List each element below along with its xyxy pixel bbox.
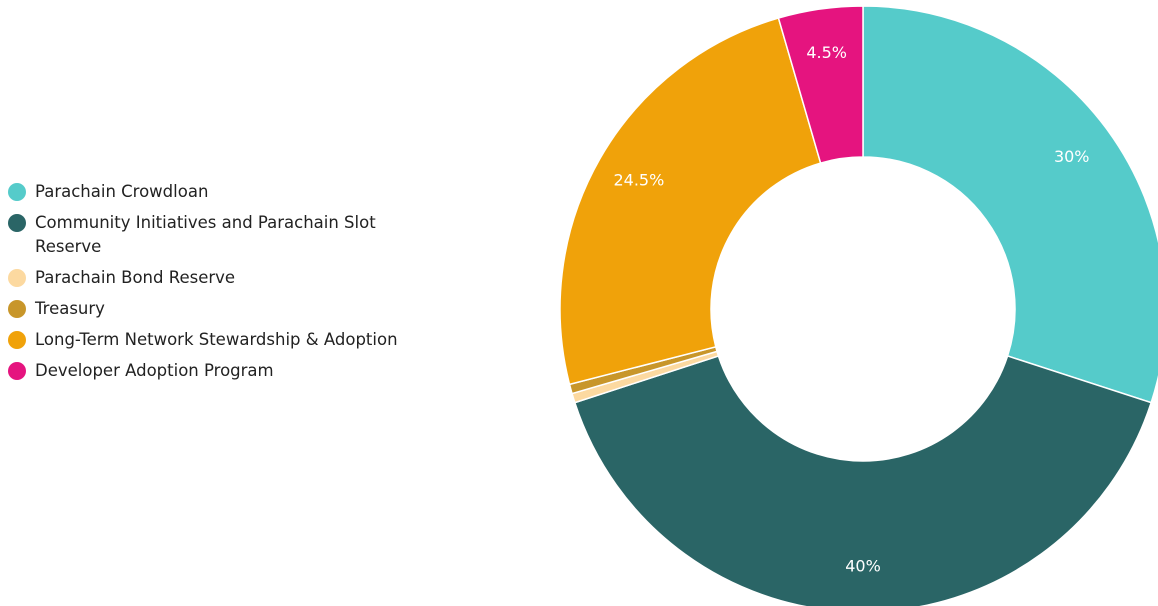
legend-swatch xyxy=(8,362,26,380)
legend-item: Long-Term Network Stewardship & Adoption xyxy=(8,328,438,352)
data-label: 30% xyxy=(1054,147,1090,166)
legend-item: Parachain Crowdloan xyxy=(8,180,438,204)
legend-label: Parachain Bond Reserve xyxy=(35,268,236,287)
donut-slice xyxy=(777,5,864,164)
data-label: 40% xyxy=(845,557,881,576)
legend-item: Treasury xyxy=(8,297,438,321)
legend-item: Community Initiatives and Parachain Slot… xyxy=(8,211,438,259)
donut-slice xyxy=(559,17,822,386)
donut-slice xyxy=(573,355,1153,606)
legend-item: Parachain Bond Reserve xyxy=(8,266,438,290)
legend-swatch xyxy=(8,214,26,232)
legend: Parachain Crowdloan Community Initiatives… xyxy=(8,180,438,390)
legend-swatch xyxy=(8,269,26,287)
legend-label: Parachain Crowdloan xyxy=(35,182,209,201)
data-label: 24.5% xyxy=(613,171,664,190)
data-label: 4.5% xyxy=(806,43,847,62)
legend-swatch xyxy=(8,300,26,318)
legend-item: Developer Adoption Program xyxy=(8,359,438,383)
donut-slice xyxy=(862,5,1158,404)
legend-swatch xyxy=(8,183,26,201)
legend-label: Treasury xyxy=(35,299,105,318)
legend-swatch xyxy=(8,331,26,349)
legend-label: Community Initiatives and Parachain Slot… xyxy=(35,213,376,256)
legend-label: Long-Term Network Stewardship & Adoption xyxy=(35,330,398,349)
legend-label: Developer Adoption Program xyxy=(35,361,274,380)
